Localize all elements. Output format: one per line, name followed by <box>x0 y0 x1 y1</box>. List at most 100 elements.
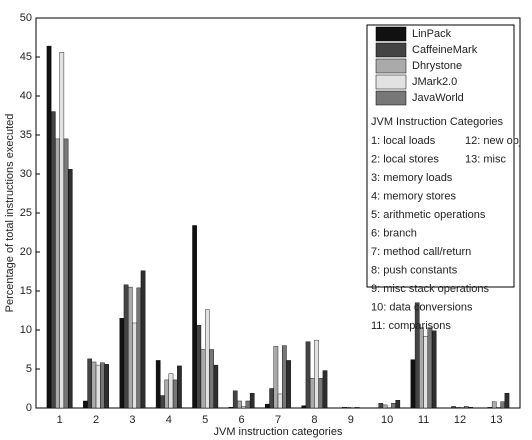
bar <box>427 327 433 409</box>
legend-label: JavaWorld <box>412 92 464 104</box>
bar <box>196 325 202 409</box>
bar <box>140 270 146 409</box>
legend-swatch <box>375 90 407 106</box>
bar <box>277 393 283 409</box>
bar <box>100 362 105 409</box>
y-tick-label: 45 <box>20 51 32 63</box>
category-note: 10: data conversions <box>371 301 473 313</box>
bar <box>205 309 210 409</box>
y-tick-label: 5 <box>26 363 32 375</box>
bar <box>192 225 197 409</box>
category-note: 7: method call/return <box>371 246 471 258</box>
bar <box>314 339 319 409</box>
legend-swatch <box>375 74 407 90</box>
x-tick-label: 2 <box>93 414 99 426</box>
legend-swatch <box>375 26 407 42</box>
x-tick-label: 13 <box>490 414 502 426</box>
bar <box>209 349 214 409</box>
category-note: 9: misc stack operations <box>371 283 489 295</box>
bar <box>269 388 274 409</box>
y-tick-label: 0 <box>26 402 32 414</box>
bar <box>451 406 456 409</box>
bar <box>382 404 388 409</box>
legend-label: CaffeineMark <box>412 44 478 56</box>
category-note: 11: comparisons <box>371 320 451 332</box>
category-note: 2: local stores <box>371 153 439 165</box>
category-note: 13: misc <box>465 153 506 165</box>
bar <box>232 390 238 409</box>
category-note: 1: local loads <box>371 135 436 147</box>
bar <box>83 400 88 409</box>
bar <box>168 373 174 409</box>
category-note: 12: new obj <box>465 135 521 147</box>
bar <box>213 364 219 409</box>
bar <box>346 407 351 409</box>
bar <box>395 400 401 409</box>
bar <box>496 407 501 409</box>
bar <box>491 401 497 409</box>
bar <box>414 302 420 409</box>
bar <box>322 370 328 409</box>
notes-title: JVM Instruction Categories <box>371 116 504 128</box>
x-tick-label: 4 <box>166 414 172 426</box>
bar <box>301 405 307 409</box>
y-tick-label: 35 <box>20 129 32 141</box>
bar <box>455 407 461 409</box>
y-tick-label: 40 <box>20 90 32 102</box>
bar <box>46 45 52 409</box>
legend-swatch <box>375 58 407 74</box>
bar <box>91 361 97 409</box>
y-tick-label: 50 <box>20 12 32 24</box>
legend-swatch <box>375 42 407 58</box>
bar <box>95 364 101 409</box>
bar <box>431 330 437 409</box>
x-tick-label: 11 <box>418 414 429 426</box>
y-axis-label: Percentage of total instructions execute… <box>4 114 16 313</box>
bar <box>132 322 137 409</box>
y-tick-label: 15 <box>20 285 32 297</box>
x-tick-label: 8 <box>311 414 317 426</box>
bar <box>318 378 324 409</box>
category-note: 4: memory stores <box>371 190 456 202</box>
bar <box>245 400 251 409</box>
bar <box>136 287 142 409</box>
bar <box>273 346 279 409</box>
bar <box>200 349 206 409</box>
bar <box>127 286 133 409</box>
bar <box>228 407 234 409</box>
x-tick-label: 12 <box>454 414 466 426</box>
bar <box>123 284 129 409</box>
x-tick-label: 5 <box>202 414 208 426</box>
x-tick-label: 7 <box>275 414 281 426</box>
bar <box>410 359 416 409</box>
bar <box>172 379 178 409</box>
x-tick-label: 9 <box>348 414 354 426</box>
bar <box>119 318 125 409</box>
y-tick-label: 25 <box>20 207 32 219</box>
legend-label: JMark2.0 <box>412 76 457 88</box>
x-tick-label: 10 <box>381 414 393 426</box>
bar <box>282 345 287 409</box>
bar <box>265 403 270 409</box>
category-note: 6: branch <box>371 227 417 239</box>
bar <box>160 395 165 409</box>
bar <box>241 406 247 409</box>
category-note: 5: arithmetic operations <box>371 209 486 221</box>
bar <box>378 403 384 409</box>
bar <box>504 392 510 409</box>
bar <box>59 52 65 409</box>
bar <box>67 169 73 409</box>
bar <box>309 378 315 409</box>
bar <box>50 111 56 409</box>
bar <box>391 403 396 409</box>
bar <box>237 400 242 409</box>
y-tick-label: 30 <box>20 168 32 180</box>
bar <box>464 406 469 409</box>
legend-label: LinPack <box>412 28 452 40</box>
bar <box>55 138 60 409</box>
bar <box>354 407 360 409</box>
bar <box>249 392 255 409</box>
category-note: 3: memory loads <box>371 172 453 184</box>
bar <box>342 407 347 409</box>
x-tick-label: 1 <box>57 414 63 426</box>
